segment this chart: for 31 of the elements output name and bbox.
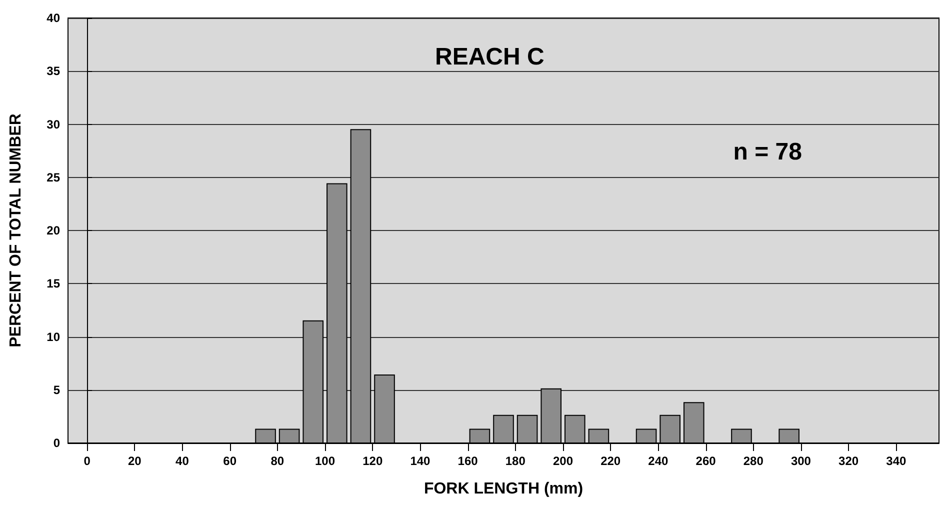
x-tick-label: 300 bbox=[790, 454, 812, 468]
x-tick-label: 80 bbox=[270, 454, 284, 468]
x-tick-label: 120 bbox=[362, 454, 383, 468]
y-tick-label: 40 bbox=[46, 11, 60, 25]
x-tick-label: 320 bbox=[838, 454, 859, 468]
x-tick-label: 140 bbox=[410, 454, 431, 468]
y-tick-label: 15 bbox=[46, 276, 60, 291]
y-tick-label: 35 bbox=[46, 64, 60, 78]
x-tick-label: 60 bbox=[223, 454, 237, 468]
x-tick-label: 280 bbox=[743, 454, 764, 468]
x-axis-title: FORK LENGTH (mm) bbox=[424, 480, 584, 498]
x-tick-label: 20 bbox=[128, 454, 142, 468]
y-tick-label: 0 bbox=[53, 436, 60, 450]
y-tick-label: 20 bbox=[46, 224, 60, 238]
x-tick-label: 100 bbox=[315, 454, 336, 468]
y-axis-title: PERCENT OF TOTAL NUMBER bbox=[8, 113, 24, 348]
x-tick-label: 260 bbox=[696, 454, 716, 468]
x-tick-label: 340 bbox=[886, 454, 906, 468]
x-tick-label: 180 bbox=[505, 454, 526, 468]
x-tick-label: 220 bbox=[600, 454, 621, 468]
y-tick-label: 5 bbox=[53, 382, 60, 397]
x-tick-label: 0 bbox=[84, 454, 91, 468]
y-tick-label: 25 bbox=[46, 170, 60, 184]
annotation: n = 78 bbox=[733, 138, 802, 166]
y-tick-label: 30 bbox=[46, 117, 60, 132]
x-tick-label: 40 bbox=[176, 454, 190, 468]
text: REACH C bbox=[435, 44, 544, 70]
y-tick-label: 10 bbox=[46, 330, 60, 344]
x-tick-label: 160 bbox=[458, 454, 478, 468]
x-tick-label: 240 bbox=[648, 454, 669, 468]
x-tick-label: 200 bbox=[552, 454, 574, 468]
